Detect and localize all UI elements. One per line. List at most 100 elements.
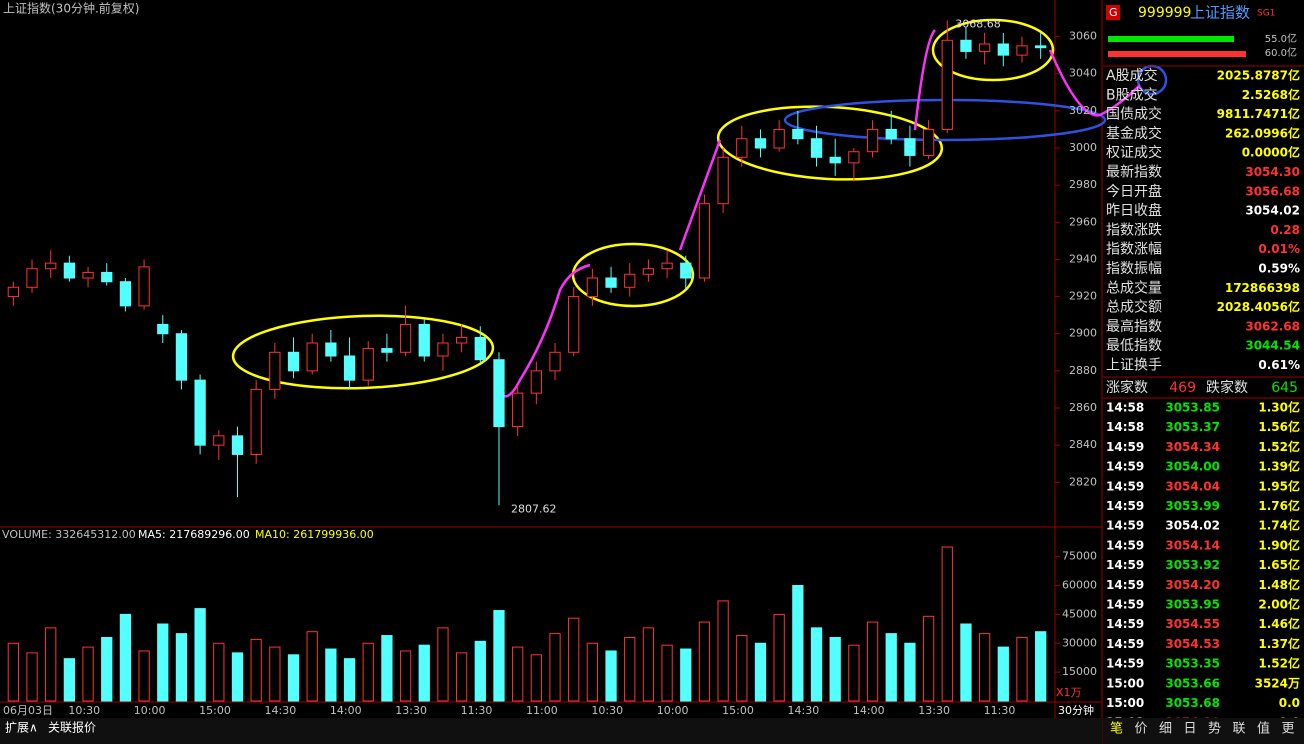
quote-value: 2028.4056亿 bbox=[1217, 299, 1300, 314]
x-tick-label: 15:00 bbox=[722, 704, 754, 717]
candle-body bbox=[624, 273, 636, 288]
y-tick-label: 3060 bbox=[1069, 30, 1097, 43]
candle-body bbox=[138, 266, 150, 307]
tick-volume: 1.52亿 bbox=[1258, 656, 1300, 671]
candle-body bbox=[904, 138, 916, 156]
tick-time: 14:59 bbox=[1106, 598, 1144, 612]
volume-bar bbox=[586, 642, 599, 702]
volume-bar bbox=[101, 636, 113, 702]
candle-body bbox=[792, 128, 804, 140]
panel-tab[interactable]: 细 bbox=[1159, 722, 1172, 737]
volume-bar bbox=[773, 613, 785, 702]
quote-value: 0.28 bbox=[1270, 223, 1300, 237]
y-tick-label: 2900 bbox=[1069, 327, 1097, 340]
volume-bar bbox=[624, 636, 636, 702]
footer-tab[interactable]: 关联报价 bbox=[48, 720, 96, 735]
tick-volume: 1.56亿 bbox=[1258, 419, 1300, 434]
tick-time: 14:59 bbox=[1106, 558, 1144, 572]
candle-body bbox=[381, 348, 393, 353]
volume-bar bbox=[213, 642, 225, 702]
volume-bar bbox=[530, 654, 542, 702]
quote-label: 指数涨幅 bbox=[1106, 242, 1162, 258]
candle-body bbox=[1016, 45, 1028, 56]
panel-tab[interactable]: 势 bbox=[1208, 721, 1221, 737]
volume-bar bbox=[63, 658, 76, 702]
volume-bar bbox=[325, 648, 337, 702]
quote-label: 今日开盘 bbox=[1106, 183, 1162, 200]
annotation-line bbox=[493, 29, 1141, 398]
quote-value: 3044.54 bbox=[1245, 339, 1300, 353]
y-tick-label: 3040 bbox=[1069, 67, 1097, 80]
quote-value: 3054.02 bbox=[1245, 204, 1300, 218]
tick-price: 3054.55 bbox=[1165, 617, 1220, 631]
tick-time: 15:00 bbox=[1106, 676, 1144, 690]
badge: G bbox=[1109, 6, 1118, 19]
y-tick-label: 15000 bbox=[1062, 665, 1097, 678]
tick-volume: 1.52亿 bbox=[1258, 439, 1300, 454]
panel-tab[interactable]: 价 bbox=[1135, 722, 1148, 737]
panel-tab[interactable]: 笔 bbox=[1110, 721, 1123, 737]
tick-volume: 1.48亿 bbox=[1258, 577, 1300, 592]
breadth: 涨家数 bbox=[1106, 379, 1148, 396]
volume-bar bbox=[512, 646, 524, 702]
volume-bar bbox=[549, 633, 561, 702]
panel-tab[interactable]: 日 bbox=[1184, 722, 1197, 737]
quote-label: 基金成交 bbox=[1106, 125, 1162, 142]
tick-time: 15:00 bbox=[1106, 696, 1144, 710]
volume-bar bbox=[960, 623, 972, 702]
candle-body bbox=[661, 262, 673, 270]
tick-time: 14:59 bbox=[1106, 538, 1144, 552]
tick-volume: 1.39亿 bbox=[1258, 459, 1300, 474]
volume-bar bbox=[642, 627, 655, 702]
x-tick-label: 14:00 bbox=[330, 704, 362, 717]
candle-body bbox=[250, 388, 262, 455]
quote-value: 0.01% bbox=[1258, 242, 1300, 256]
y-tick-label: 45000 bbox=[1062, 607, 1097, 620]
volume-bar bbox=[157, 623, 169, 702]
volume-bar bbox=[885, 633, 897, 702]
y-tick-label: 2880 bbox=[1069, 364, 1097, 377]
candle-body bbox=[680, 262, 692, 279]
tick-volume: 1.76亿 bbox=[1258, 498, 1300, 513]
annotation-ellipse bbox=[931, 18, 1055, 82]
volume-bar bbox=[829, 636, 841, 702]
quote-label: 最新指数 bbox=[1106, 165, 1162, 181]
panel-tab[interactable]: 联 bbox=[1233, 722, 1246, 737]
x-tick-label: 11:30 bbox=[984, 704, 1016, 717]
y-tick-label: 2820 bbox=[1069, 475, 1097, 488]
candle-body bbox=[530, 370, 542, 394]
candle-body bbox=[7, 286, 19, 298]
tick-volume: 1.65亿 bbox=[1258, 557, 1300, 572]
tick-volume: 1.90亿 bbox=[1258, 537, 1300, 552]
candle-body bbox=[231, 435, 244, 455]
y-tick-label: 2980 bbox=[1069, 178, 1097, 191]
footer-tab[interactable]: 扩展∧ bbox=[5, 721, 38, 735]
x-tick-label: 11:30 bbox=[461, 704, 493, 717]
candle-body bbox=[586, 277, 599, 298]
candle-body bbox=[455, 336, 468, 344]
tick-time: 14:59 bbox=[1106, 657, 1144, 671]
x-tick-label: 10:30 bbox=[591, 704, 623, 717]
x-tick-label: 10:00 bbox=[657, 704, 689, 717]
y-tick-label: 2840 bbox=[1069, 438, 1097, 451]
breadth: 469 bbox=[1169, 380, 1196, 396]
panel-tab[interactable]: 更 bbox=[1282, 722, 1295, 737]
y-tick-label: 60000 bbox=[1062, 579, 1097, 592]
volume-bar bbox=[175, 633, 188, 702]
volume-bar bbox=[1016, 636, 1028, 702]
ratio-bar bbox=[1108, 36, 1234, 42]
volume-bar bbox=[792, 585, 804, 702]
panel-tab[interactable]: 值 bbox=[1257, 721, 1270, 737]
tick-time: 14:59 bbox=[1106, 460, 1144, 474]
volume-bar bbox=[250, 638, 262, 702]
candle-body bbox=[474, 336, 486, 361]
volume-bar bbox=[680, 648, 692, 702]
candle-body bbox=[82, 271, 94, 279]
volume-bar bbox=[194, 608, 206, 702]
candle-body bbox=[736, 138, 748, 158]
candle-body bbox=[885, 128, 897, 140]
candle-body bbox=[1035, 45, 1047, 49]
tick-volume: 1.74亿 bbox=[1258, 518, 1300, 533]
tick-volume: 1.95亿 bbox=[1258, 478, 1300, 493]
